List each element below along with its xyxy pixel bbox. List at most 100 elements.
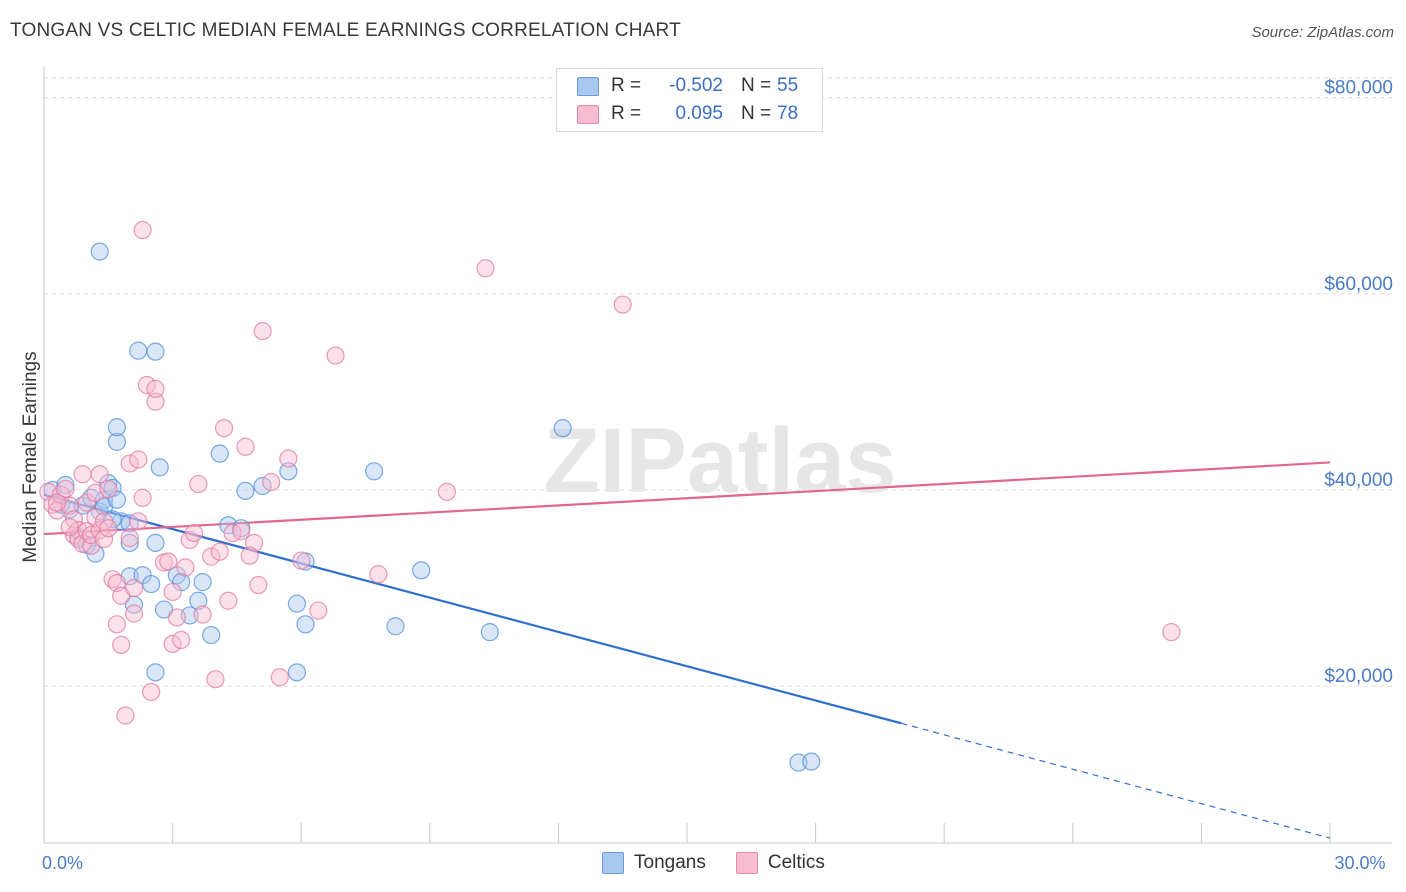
x-tick-label: 30.0% [1334,853,1385,873]
celtics-point [120,454,139,473]
tongans-point [193,573,212,592]
tongans-point [236,481,255,501]
data-points [39,220,1181,772]
tongans-point [802,752,821,771]
celtics-point [206,670,225,689]
axes [43,66,1392,844]
celtics-point [292,551,311,570]
y-tick-label: $80,000 [1324,78,1393,99]
celtics-point [124,578,144,598]
celtics-point [90,465,109,484]
tongans-point [296,615,315,634]
tongans-trend-line [43,493,902,725]
tongans-point [210,444,229,463]
n-value: 55 [777,75,799,96]
celtics-point [167,608,186,627]
celtics-point [146,379,165,399]
y-tick-label: $60,000 [1324,274,1393,295]
celtics-point [210,542,229,561]
celtics-point [137,375,156,395]
celtics-point [116,706,135,725]
celtics-swatch [735,852,758,874]
tongans-point [90,242,109,261]
series-legend: Tongans Celtics [602,852,855,874]
tongans-point [480,623,499,642]
celtics-point [249,575,268,595]
y-axis-title: Median Female Earnings [20,351,41,562]
celtics-point [1162,623,1181,642]
trend-lines [43,461,1331,839]
celtics-point [73,465,92,484]
tongans-point [364,462,384,481]
celtics-point [99,479,118,499]
tongans-point [107,418,126,437]
tongans-point [142,574,161,594]
tongans-point [189,591,208,610]
legend-label-tongans: Tongans [634,852,706,873]
celtics-point [253,321,272,341]
series-tongans [43,242,821,772]
tongans-point [107,432,126,451]
celtics-point [262,472,281,492]
celtics-point [613,295,632,314]
tongans-point [146,533,165,552]
legend-row-celtics: R = 0.095 N = 78 [577,101,798,127]
chart-title: TONGAN VS CELTIC MEDIAN FEMALE EARNINGS … [10,20,681,41]
celtics-point [309,601,328,620]
celtics-trend-line [43,461,1331,536]
celtics-point [219,591,238,610]
celtics-point [129,450,148,469]
r-label: R = [611,75,642,96]
celtics-point [172,630,191,650]
tongans-point [129,341,148,360]
celtics-point [193,605,212,624]
n-label: N = [741,103,772,124]
celtics-point [129,512,148,531]
celtics-point [189,474,208,494]
legend-label-celtics: Celtics [767,852,825,873]
celtics-point [56,479,75,499]
celtics-point [107,615,126,634]
x-tick-label: 0.0% [42,853,83,873]
correlation-legend: R = -0.502 N = 55 R = 0.095 N = 78 [556,68,823,132]
n-value: 78 [777,103,799,124]
celtics-point [326,346,345,365]
tongans-point [412,561,431,580]
celtics-point [270,668,289,687]
celtics-point [232,522,251,541]
r-value: -0.502 [669,75,723,96]
celtics-point [236,437,255,456]
celtics-point [240,546,259,565]
celtics-point [476,259,495,278]
y-tick-label: $40,000 [1324,470,1393,491]
tongans-point [120,533,139,552]
tongans-swatch [577,76,599,96]
legend-row-tongans: R = -0.502 N = 55 [577,73,798,99]
celtics-point [146,392,165,411]
tongans-point [553,419,572,438]
tongans-point [202,625,221,645]
watermark: ZIPatlas [544,410,897,512]
tongans-point [287,663,307,682]
celtics-point [176,558,195,577]
celtics-point [184,523,204,543]
legend-item-celtics[interactable]: Celtics [735,852,825,874]
celtics-point [133,488,152,507]
r-value: 0.095 [675,103,723,124]
legend-item-tongans[interactable]: Tongans [602,852,706,874]
celtics-point [159,552,178,571]
celtics-point [133,220,152,240]
celtics-point [279,449,298,468]
tongans-point [287,594,307,613]
axis-labels: $20,000 $40,000 $60,000 $80,000 0.0% 30.0% Med… [20,78,1393,873]
tongans-point [386,617,405,636]
gridlines [44,77,1392,687]
celtics-point [163,634,182,654]
tongans-point [146,663,165,682]
y-tick-label: $20,000 [1324,666,1393,687]
source-label: Source: ZipAtlas.com [1251,24,1394,41]
celtics-point [214,419,234,438]
tongans-point [56,475,75,495]
tongans-point [146,342,165,361]
tongans-point [253,476,272,496]
